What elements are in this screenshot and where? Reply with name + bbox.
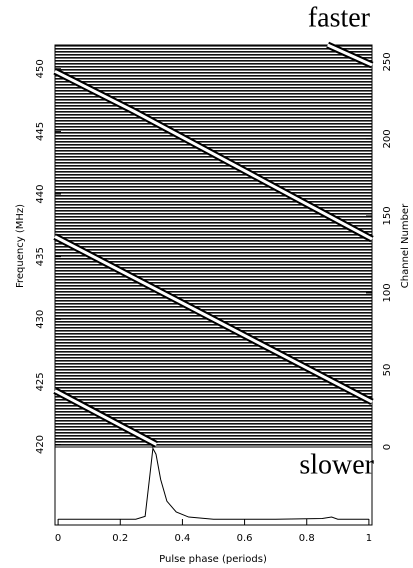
x-tick-label: 1: [366, 533, 372, 544]
y-tick-label: 420: [35, 435, 46, 454]
x-tick-label: 0.8: [299, 533, 315, 544]
y-tick-label: 425: [35, 372, 46, 391]
y2-tick-label: 50: [382, 364, 393, 377]
y-axis-label: Frequency (MHz): [15, 204, 26, 288]
x-tick-label: 0.2: [112, 533, 128, 544]
x-tick-label: 0: [55, 533, 61, 544]
y2-tick-label: 100: [382, 283, 393, 302]
y-tick-label: 430: [35, 310, 46, 329]
y2-tick-label: 0: [382, 444, 393, 450]
y-tick-label: 435: [35, 247, 46, 266]
x-axis-label: Pulse phase (periods): [159, 554, 267, 565]
x-tick-label: 0.4: [174, 533, 190, 544]
y-tick-label: 440: [35, 184, 46, 203]
y2-tick-label: 150: [382, 206, 393, 225]
bottom-frame: [54, 446, 373, 526]
x-tick-label: 0.6: [237, 533, 253, 544]
series-line: [54, 43, 373, 446]
dynamic-spectrum: [55, 45, 372, 447]
y2-axis-label: Channel Number: [400, 203, 411, 288]
y-tick-label: 445: [35, 122, 46, 141]
y2-tick-label: 200: [382, 129, 393, 148]
y-tick-label: 450: [35, 59, 46, 78]
annotation: faster: [308, 2, 371, 33]
annotation: slower: [299, 449, 374, 480]
y2-tick-label: 250: [382, 52, 393, 71]
series-line: [58, 446, 369, 520]
